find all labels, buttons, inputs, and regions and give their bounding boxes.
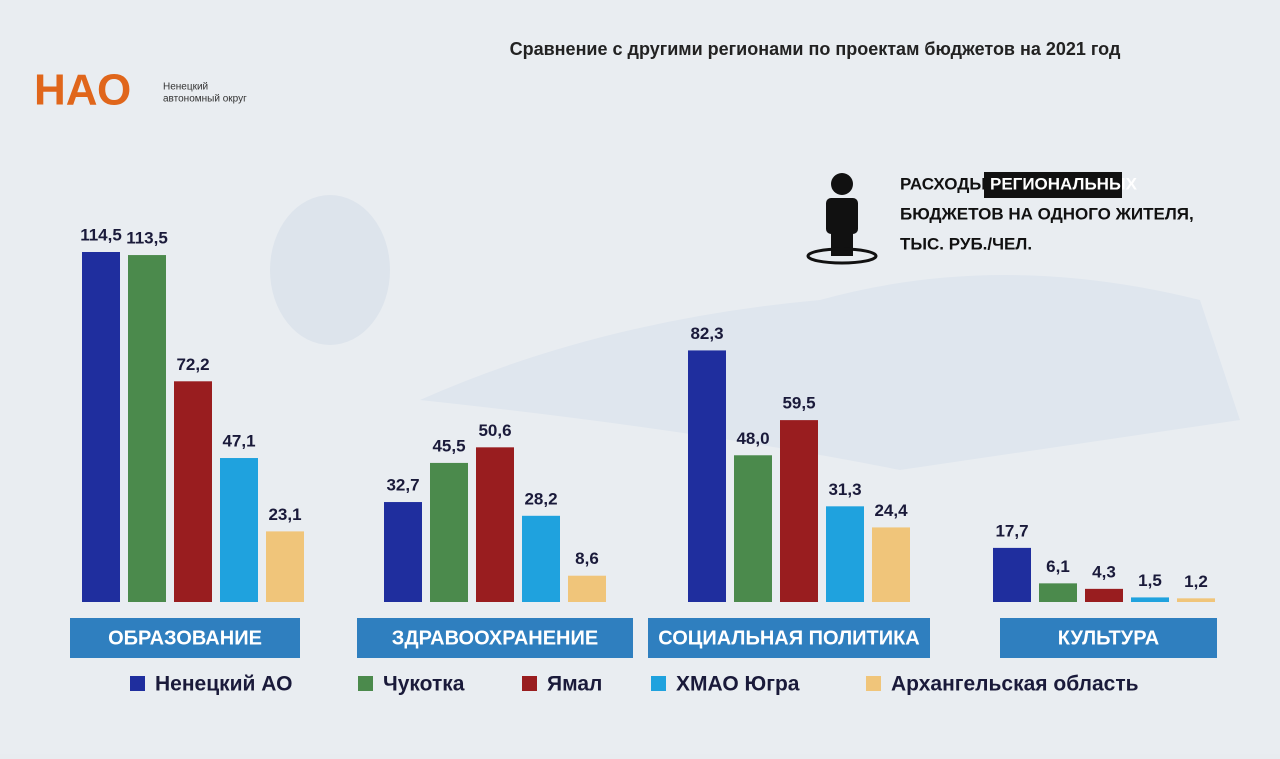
value-label: 8,6 <box>575 549 599 568</box>
bar <box>568 575 606 602</box>
annotation: РЕГИОНАЛЬНЫХ <box>990 174 1138 193</box>
bar <box>1039 583 1077 602</box>
value-label: 113,5 <box>126 229 168 248</box>
value-label: 28,2 <box>524 489 557 508</box>
logo-caption: автономный округ <box>163 94 247 105</box>
value-label: 114,5 <box>80 225 122 244</box>
value-label: 1,5 <box>1138 571 1162 590</box>
x-tick-label: КУЛЬТУРА <box>1058 627 1159 649</box>
legend-label: Архангельская область <box>891 673 1139 696</box>
person-icon <box>806 173 878 265</box>
logo-mark: НАО <box>34 66 131 115</box>
bar <box>780 420 818 602</box>
value-label: 48,0 <box>736 429 769 448</box>
value-label: 4,3 <box>1092 562 1116 581</box>
bar <box>82 252 120 602</box>
bar <box>430 462 468 602</box>
value-label: 72,2 <box>176 355 209 374</box>
bar <box>1085 588 1123 602</box>
legend-swatch <box>522 676 537 691</box>
bar <box>872 527 910 602</box>
map-shape <box>420 275 1240 470</box>
bar <box>1131 597 1169 602</box>
bar <box>384 502 422 602</box>
category-box <box>1000 618 1217 658</box>
value-label: 45,5 <box>432 436 465 455</box>
annotation: ТЫС. РУБ./ЧЕЛ. <box>900 234 1032 253</box>
bar <box>266 531 304 602</box>
bar <box>993 547 1031 602</box>
legend-swatch <box>866 676 881 691</box>
bar <box>128 255 166 602</box>
bar <box>522 515 560 602</box>
map-shape <box>270 195 390 345</box>
legend-label: ХМАО Югра <box>676 673 800 696</box>
bar <box>1177 598 1215 602</box>
bar <box>688 350 726 602</box>
logo-caption: Ненецкий <box>163 82 208 93</box>
value-label: 24,4 <box>874 501 908 520</box>
x-tick-label: СОЦИАЛЬНАЯ ПОЛИТИКА <box>658 627 919 649</box>
value-label: 59,5 <box>782 394 815 413</box>
annotation: РАСХОДЫ <box>900 174 986 193</box>
value-label: 82,3 <box>690 324 723 343</box>
value-label: 47,1 <box>222 432 255 451</box>
annotation: БЮДЖЕТОВ НА ОДНОГО ЖИТЕЛЯ, <box>900 204 1194 223</box>
x-tick-label: ОБРАЗОВАНИЕ <box>108 627 262 649</box>
value-label: 17,7 <box>995 521 1028 540</box>
chart-title: Сравнение с другими регионами по проекта… <box>510 39 1121 59</box>
category-box <box>357 618 633 658</box>
category-box <box>70 618 300 658</box>
value-label: 50,6 <box>478 421 511 440</box>
annotation-highlight <box>984 172 1122 198</box>
category-box <box>648 618 930 658</box>
legend-label: Ненецкий АО <box>155 673 293 696</box>
x-tick-label: ЗДРАВООХРАНЕНИЕ <box>392 627 598 649</box>
bar <box>476 447 514 602</box>
legend-label: Чукотка <box>383 673 465 696</box>
legend-swatch <box>130 676 145 691</box>
legend-label: Ямал <box>547 673 602 696</box>
legend-swatch <box>651 676 666 691</box>
legend-swatch <box>358 676 373 691</box>
value-label: 1,2 <box>1184 572 1208 591</box>
bar <box>734 455 772 602</box>
value-label: 32,7 <box>386 476 419 495</box>
value-label: 31,3 <box>828 480 861 499</box>
bar <box>174 381 212 602</box>
bar <box>220 458 258 602</box>
bar <box>826 506 864 602</box>
value-label: 23,1 <box>268 505 301 524</box>
value-label: 6,1 <box>1046 557 1070 576</box>
